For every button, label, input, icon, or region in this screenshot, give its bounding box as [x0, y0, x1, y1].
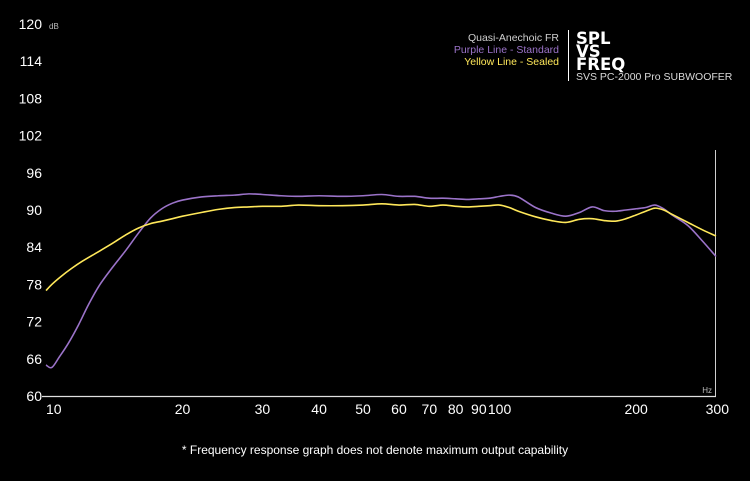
legend-purple: Purple Line - Standard [454, 44, 559, 56]
legend-heading: Quasi-Anechoic FR [468, 32, 559, 44]
title-line-spl: SPL [576, 29, 611, 48]
series-line-standard [45, 193, 717, 369]
y-tick-label: 108 [19, 90, 43, 106]
chart-subtitle: SVS PC-2000 Pro SUBWOOFER [576, 71, 733, 83]
x-tick-label: 90 [471, 401, 487, 417]
x-tick-label: 300 [706, 401, 730, 417]
x-tick-label: 10 [46, 401, 62, 417]
title-line-vs: VS [576, 42, 601, 61]
footnote: * Frequency response graph does not deno… [182, 443, 568, 457]
x-tick-label: 100 [488, 401, 512, 417]
y-tick-label: 84 [26, 239, 42, 255]
x-tick-label: 30 [255, 401, 271, 417]
y-tick-label: 102 [19, 128, 43, 144]
x-tick-label: 20 [175, 401, 191, 417]
legend-yellow: Yellow Line - Sealed [464, 56, 559, 68]
y-tick-label: 66 [26, 351, 42, 367]
x-tick-label: 200 [624, 401, 648, 417]
title-line-freq: FREQ [576, 55, 625, 74]
series-line-sealed [45, 203, 717, 292]
series-lines [45, 193, 717, 369]
x-tick-label: 70 [422, 401, 438, 417]
y-axis-unit: dB [49, 22, 59, 31]
y-axis-ticks: 60 66 72 78 84 90 96 102 108 114 120 [19, 16, 43, 404]
x-axis-ticks: 10 20 30 40 50 60 70 80 90 100 200 300 [46, 401, 729, 417]
y-tick-label: 114 [20, 53, 43, 69]
x-tick-label: 60 [391, 401, 407, 417]
y-tick-label: 90 [26, 202, 42, 218]
y-tick-label: 120 [19, 16, 43, 32]
legend: Quasi-Anechoic FR Purple Line - Standard… [454, 32, 559, 68]
x-tick-label: 40 [311, 401, 327, 417]
y-tick-label: 60 [26, 388, 42, 404]
y-tick-label: 96 [26, 165, 42, 181]
y-tick-label: 78 [26, 276, 42, 292]
title-block: SPL VS FREQ SVS PC-2000 Pro SUBWOOFER [576, 29, 733, 83]
x-tick-label: 80 [448, 401, 464, 417]
x-axis-unit: Hz [702, 386, 712, 395]
x-tick-label: 50 [355, 401, 371, 417]
y-tick-label: 72 [26, 314, 42, 330]
